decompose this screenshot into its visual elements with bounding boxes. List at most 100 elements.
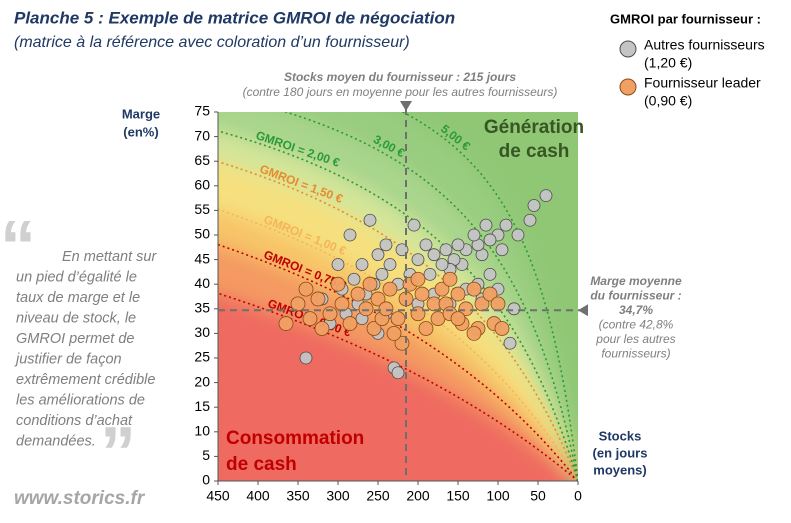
point xyxy=(363,213,377,227)
x-tick-label: 350 xyxy=(286,488,310,504)
x-tick-label: 250 xyxy=(366,488,390,504)
point xyxy=(458,301,474,317)
point xyxy=(410,271,426,287)
point xyxy=(379,238,393,252)
point xyxy=(479,218,493,232)
x-tick-label: 300 xyxy=(326,488,350,504)
point xyxy=(314,321,330,336)
y-tick-label: 40 xyxy=(194,275,210,291)
point xyxy=(490,296,506,312)
legend-note: (0,90 €) xyxy=(644,93,692,109)
quote-line: extrêmement crédible xyxy=(16,372,155,388)
x-tick-label: 200 xyxy=(406,488,430,504)
quote-line: taux de marge et le xyxy=(16,290,140,306)
legend-label: Fournisseur leader xyxy=(644,75,761,91)
point xyxy=(466,281,482,297)
legend-note: (1,20 €) xyxy=(644,55,692,71)
point xyxy=(298,281,314,297)
point xyxy=(370,291,386,307)
point xyxy=(527,199,541,212)
x-tick-label: 0 xyxy=(574,488,582,504)
point xyxy=(290,296,306,312)
y-tick-label: 65 xyxy=(194,152,210,168)
y-tick-label: 30 xyxy=(194,324,210,340)
point xyxy=(442,271,458,287)
iso-curve xyxy=(218,292,578,481)
ref-x-label: (contre 180 jours en moyenne pour les au… xyxy=(243,85,558,99)
quote-line: niveau de stock, le xyxy=(16,310,136,326)
point xyxy=(439,243,453,257)
point xyxy=(302,311,318,327)
band xyxy=(218,293,578,481)
y-axis-label: (en%) xyxy=(123,124,158,139)
x-tick-label: 450 xyxy=(206,488,230,504)
point xyxy=(310,291,326,307)
point xyxy=(350,286,366,302)
quote-close: ” xyxy=(100,413,136,493)
x-tick-label: 50 xyxy=(530,488,546,504)
quote-line: un pied d’égalité le xyxy=(16,269,137,285)
point xyxy=(427,248,441,262)
point xyxy=(411,253,425,267)
point xyxy=(450,311,466,327)
point xyxy=(390,311,406,327)
point xyxy=(383,258,397,271)
bands xyxy=(218,112,578,481)
point xyxy=(358,301,374,317)
legend-marker xyxy=(619,78,637,96)
footer: www.storics.fr xyxy=(14,488,146,509)
point xyxy=(418,321,434,336)
point xyxy=(382,281,398,297)
y-tick-label: 0 xyxy=(202,472,210,488)
iso-curves xyxy=(218,112,578,481)
ref-marker xyxy=(400,101,412,111)
quadrant-label: Consommation xyxy=(226,428,364,449)
y-tick-label: 50 xyxy=(194,226,210,242)
point xyxy=(343,228,357,242)
ref-y-label: 34,7% xyxy=(619,303,653,317)
point xyxy=(434,281,450,297)
point xyxy=(391,366,405,380)
point xyxy=(331,258,345,271)
point xyxy=(366,321,382,336)
point xyxy=(451,238,465,252)
legend-title: GMROI par fournisseur : xyxy=(610,11,761,26)
x-axis-label: Stocks xyxy=(599,428,642,443)
quadrant-label: de cash xyxy=(226,454,297,475)
point xyxy=(410,306,426,322)
y-tick-label: 10 xyxy=(194,423,210,439)
y-axis-label: Marge xyxy=(122,106,160,121)
iso-curve xyxy=(218,130,578,481)
point xyxy=(342,316,358,331)
point xyxy=(423,267,437,281)
point xyxy=(435,258,449,271)
quote-line: justifier de façon xyxy=(14,351,122,367)
point xyxy=(482,286,498,302)
quote-line: En mettant sur xyxy=(62,249,157,265)
quote-line: les améliorations de xyxy=(16,392,145,408)
y-tick-label: 75 xyxy=(194,103,210,119)
ref-y-label: Marge moyenne xyxy=(590,274,682,288)
point xyxy=(330,276,346,292)
legend-marker xyxy=(619,40,637,58)
point xyxy=(371,248,385,262)
point xyxy=(494,321,510,336)
quote-open: “ xyxy=(0,207,36,287)
point xyxy=(322,306,338,322)
y-tick-label: 20 xyxy=(194,373,210,389)
point xyxy=(278,316,294,331)
point xyxy=(483,233,497,247)
ref-y-label: du fournisseur : xyxy=(590,289,681,303)
point xyxy=(407,218,421,232)
quote-line: demandées. xyxy=(16,433,96,449)
point xyxy=(334,296,350,312)
point xyxy=(499,218,513,232)
quadrant-label: Génération xyxy=(484,117,584,138)
point xyxy=(450,286,466,302)
point xyxy=(507,302,521,316)
point xyxy=(539,189,553,203)
point xyxy=(375,267,389,281)
y-tick-label: 35 xyxy=(194,300,210,316)
plot-background xyxy=(218,112,578,481)
